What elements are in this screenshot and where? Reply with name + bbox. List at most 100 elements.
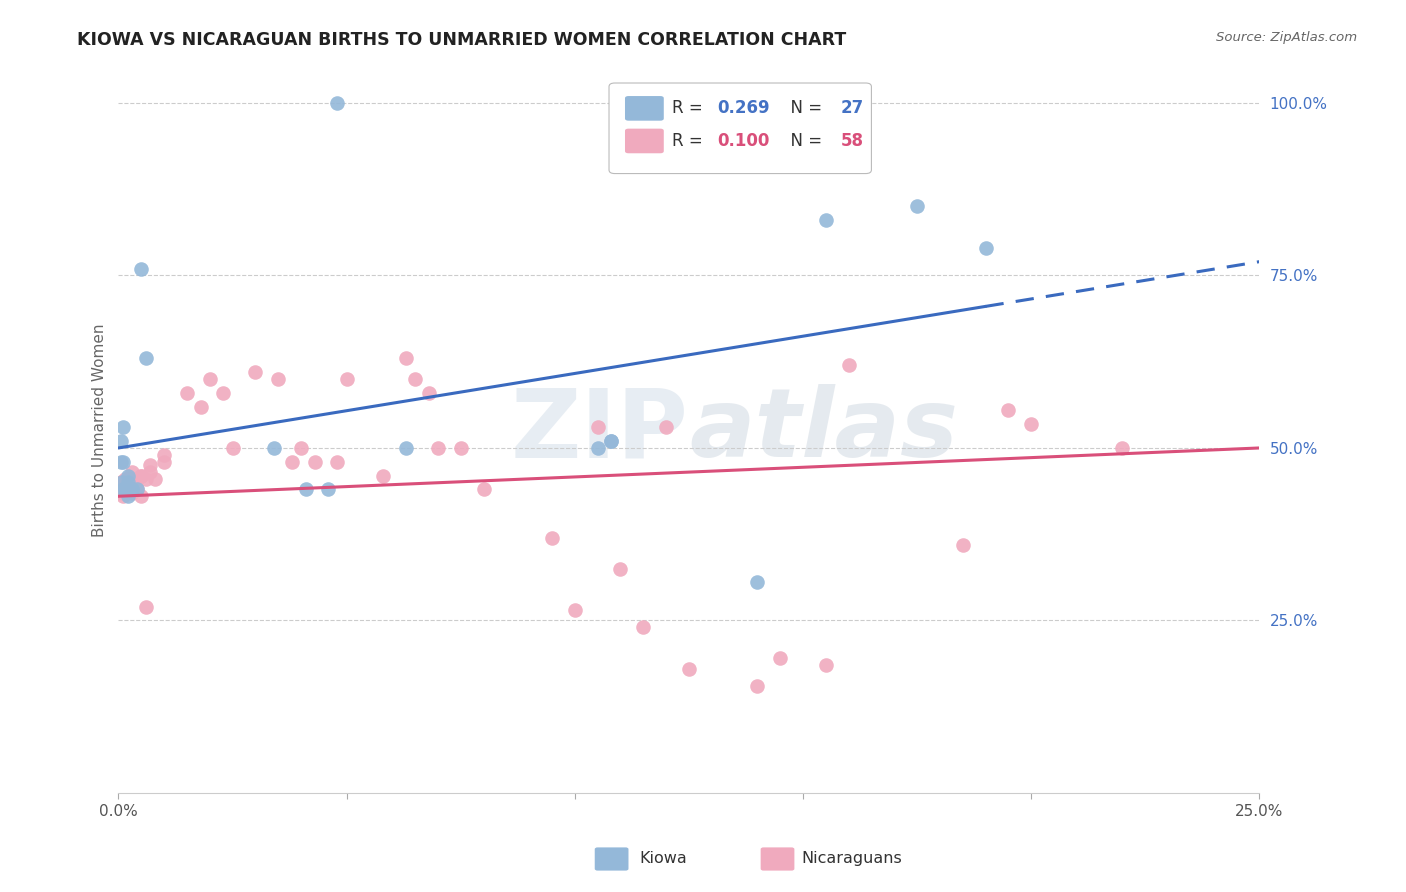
Point [139, 465, 162, 479]
Point [121, 472, 143, 486]
Text: N =: N = [780, 99, 828, 118]
Point [198, 372, 221, 386]
Point [631, 620, 654, 634]
Point [294, 483, 316, 497]
Point [655, 420, 678, 434]
Point [371, 468, 394, 483]
Text: atlas: atlas [689, 384, 957, 477]
Text: 0.100: 0.100 [717, 132, 769, 150]
Point [111, 483, 134, 497]
Point [426, 441, 449, 455]
Point [304, 455, 326, 469]
Point [814, 658, 837, 673]
Point [129, 468, 152, 483]
Text: Source: ZipAtlas.com: Source: ZipAtlas.com [1216, 31, 1357, 45]
Y-axis label: Births to Unmarried Women: Births to Unmarried Women [93, 324, 107, 538]
Point [114, 483, 136, 497]
Point [121, 465, 143, 479]
Point [747, 679, 769, 693]
Point [747, 575, 769, 590]
Point [564, 603, 586, 617]
Point [176, 385, 198, 400]
Text: KIOWA VS NICARAGUAN BIRTHS TO UNMARRIED WOMEN CORRELATION CHART: KIOWA VS NICARAGUAN BIRTHS TO UNMARRIED … [77, 31, 846, 49]
Point [114, 472, 136, 486]
Text: N =: N = [780, 132, 828, 150]
Point [326, 95, 349, 110]
Point [267, 372, 290, 386]
Point [281, 455, 304, 469]
Point [117, 472, 139, 486]
Point [110, 455, 132, 469]
Point [212, 385, 235, 400]
Point [586, 420, 609, 434]
Point [769, 651, 792, 665]
Point [117, 483, 139, 497]
Point [586, 441, 609, 455]
Text: 0.269: 0.269 [717, 99, 770, 118]
Point [600, 434, 623, 448]
Point [418, 385, 440, 400]
Point [609, 562, 631, 576]
Point [135, 472, 157, 486]
Point [541, 531, 564, 545]
Point [111, 485, 134, 500]
Point [153, 448, 176, 462]
Point [974, 241, 997, 255]
FancyBboxPatch shape [626, 128, 664, 153]
Point [190, 400, 212, 414]
Point [121, 483, 143, 497]
Point [117, 475, 139, 490]
Point [678, 662, 700, 676]
Point [336, 372, 359, 386]
Point [111, 420, 134, 434]
Text: Nicaraguans: Nicaraguans [801, 851, 903, 865]
Point [472, 483, 495, 497]
Point [125, 483, 148, 497]
Point [1019, 417, 1042, 431]
Point [143, 472, 166, 486]
Point [263, 441, 285, 455]
Point [245, 365, 267, 379]
Point [111, 475, 134, 490]
Point [117, 479, 139, 493]
Point [111, 455, 134, 469]
Point [290, 441, 312, 455]
Point [395, 351, 418, 366]
Point [814, 213, 837, 227]
FancyBboxPatch shape [626, 96, 664, 120]
Text: Kiowa: Kiowa [640, 851, 688, 865]
Point [110, 434, 132, 448]
Point [110, 483, 132, 497]
Point [395, 441, 418, 455]
Text: R =: R = [672, 99, 707, 118]
Point [318, 483, 340, 497]
Point [117, 489, 139, 503]
Point [135, 599, 157, 614]
Point [450, 441, 472, 455]
Point [952, 537, 974, 551]
Point [111, 475, 134, 490]
Point [129, 468, 152, 483]
Text: 58: 58 [841, 132, 863, 150]
Point [129, 489, 152, 503]
Point [129, 261, 152, 276]
Point [838, 358, 860, 372]
Point [117, 468, 139, 483]
Point [111, 489, 134, 503]
Text: 27: 27 [841, 99, 863, 118]
FancyBboxPatch shape [609, 83, 872, 174]
Text: R =: R = [672, 132, 707, 150]
Point [139, 458, 162, 473]
Point [153, 455, 176, 469]
Point [111, 483, 134, 497]
Point [326, 455, 349, 469]
Point [600, 434, 623, 448]
Point [121, 483, 143, 497]
Point [905, 200, 928, 214]
Point [125, 483, 148, 497]
Point [110, 475, 132, 490]
Point [1111, 441, 1133, 455]
Point [121, 485, 143, 500]
Point [135, 351, 157, 366]
Point [404, 372, 426, 386]
